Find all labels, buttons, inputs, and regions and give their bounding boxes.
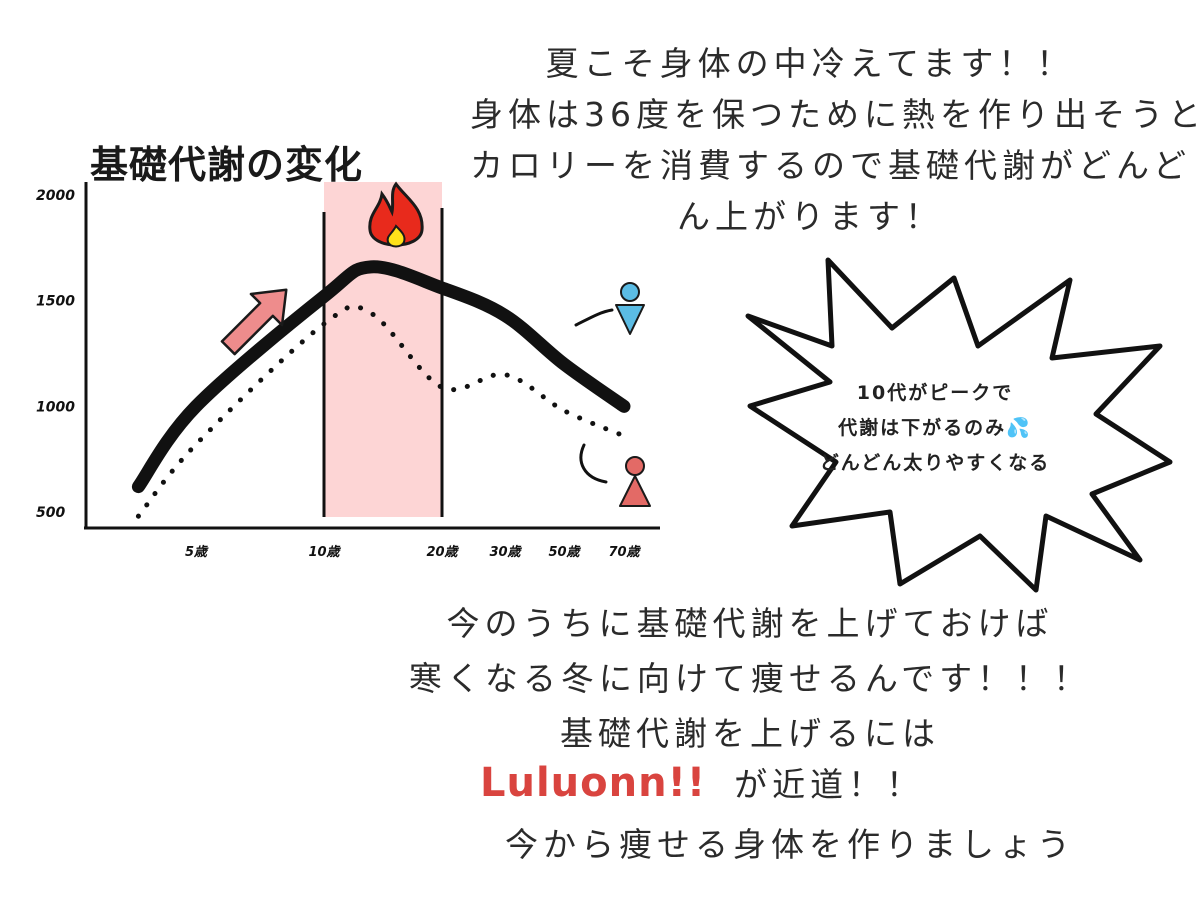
x-tick-label: 30歳 [489,544,522,560]
x-tick-label: 5歳 [185,544,209,560]
person-blue-icon [574,282,645,335]
bubble-line: 代謝は下がるのみ💦 [838,417,1032,439]
brand-suffix: が近道！！ [734,765,925,804]
bubble-line: どんどん太りやすくなる [819,452,1051,474]
x-tick-label: 70歳 [608,544,641,560]
closing-line: 今から痩せる身体を作りましょう [505,825,1075,864]
y-tick-label: 2000 [36,188,75,204]
intro-line: 夏こそ身体の中冷えてます！！ [545,44,1075,83]
bubble-line: 10代がピークで [856,382,1014,404]
speech-bubble [745,257,1173,593]
intro-line: 身体は36度を保つために熱を作り出そうと [470,95,1200,134]
bottom-line: 寒くなる冬に向けて痩せるんです！！！ [408,659,1092,698]
person-red-icon [579,443,651,507]
bubble-text: 10代がピークで 代謝は下がるのみ💦 どんどん太りやすくなる [770,376,1100,481]
brand-line: Luluonn!! が近道！！ [480,758,1000,806]
y-tick-label: 1500 [36,294,75,310]
series-line-solid [131,260,631,494]
y-tick-label: 500 [36,505,65,521]
metabolism-chart: 2000 1500 1000 500 5歳 10歳 20歳 30歳 50歳 70歳 [36,181,660,560]
up-arrow-icon [220,288,288,356]
x-tick-label: 10歳 [308,544,341,560]
chart-title: 基礎代謝の変化 [90,143,364,187]
x-tick-label: 20歳 [426,544,459,560]
bottom-text: 今のうちに基礎代謝を上げておけば 寒くなる冬に向けて痩せるんです！！！ 基礎代謝… [380,596,1120,761]
y-tick-label: 1000 [36,399,75,415]
brand-name: Luluonn!! [480,760,707,806]
x-tick-label: 50歳 [548,544,581,560]
bottom-line: 今のうちに基礎代謝を上げておけば [446,604,1054,643]
fire-icon [368,181,424,248]
intro-text: 夏こそ身体の中冷えてます！！ 身体は36度を保つために熱を作り出そうと カロリー… [470,38,1200,242]
bottom-line: 基礎代謝を上げるには [560,714,940,753]
intro-line: ん上がります！ [677,197,943,236]
intro-line: カロリーを消費するので基礎代謝がどんど [470,146,1192,185]
